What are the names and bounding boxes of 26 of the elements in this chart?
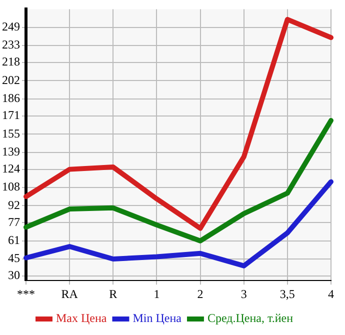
y-tick-label: 61: [8, 233, 20, 248]
y-tick-label: 155: [2, 126, 20, 140]
y-tick-label: 233: [2, 38, 20, 52]
legend-label: Max Цена: [56, 311, 108, 326]
y-tick-label: 92: [8, 198, 20, 212]
x-tick-label: 4: [328, 286, 334, 301]
y-tick-label: 77: [8, 214, 20, 229]
legend-label: Min Цена: [132, 311, 182, 326]
y-tick-label: 45: [8, 251, 20, 266]
y-tick-label: 30: [8, 268, 20, 282]
x-tick-label: 2: [197, 286, 204, 301]
x-tick-label: 1: [154, 286, 160, 301]
x-tick-label: 3,5: [280, 286, 295, 301]
y-tick-label: 218: [2, 54, 20, 69]
y-tick-label: 249: [2, 20, 20, 34]
y-tick-label: 186: [2, 91, 20, 106]
x-tick-label: R: [109, 286, 118, 301]
x-tick-label: 3: [240, 286, 247, 301]
y-tick-label: 171: [2, 108, 20, 122]
y-tick-label: 139: [2, 144, 20, 158]
y-tick-label: 108: [2, 180, 20, 194]
y-tick-label: 124: [2, 161, 20, 176]
x-tick-label: RA: [61, 286, 78, 301]
legend-label: Сред.Цена, т.йен: [207, 311, 294, 326]
x-tick-label: ***: [17, 286, 35, 301]
y-tick-label: 202: [2, 72, 20, 87]
